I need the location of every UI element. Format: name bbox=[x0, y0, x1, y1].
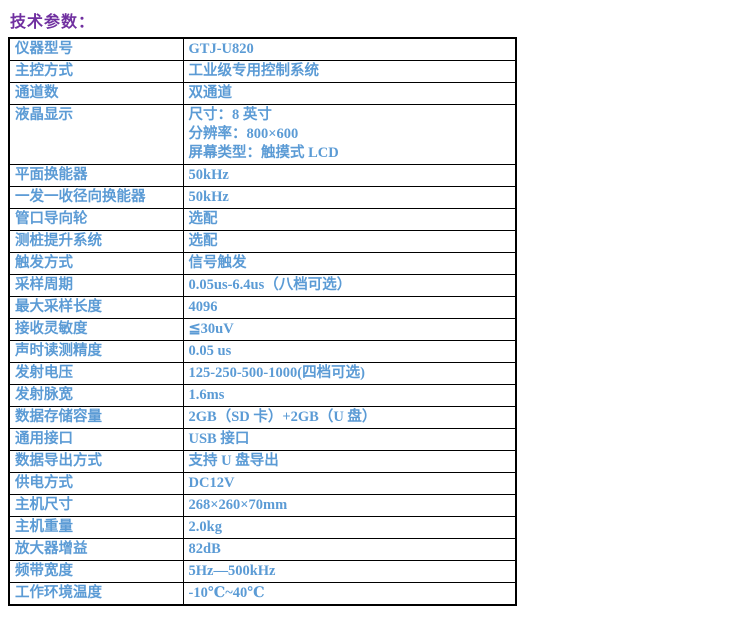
spec-row: 放大器增益 82dB bbox=[8, 538, 517, 561]
spec-value: 50kHz bbox=[182, 186, 517, 209]
spec-value: 125-250-500-1000(四档可选) bbox=[182, 362, 517, 385]
spec-value: GTJ-U820 bbox=[182, 37, 517, 61]
spec-label: 最大采样长度 bbox=[8, 296, 184, 319]
spec-label: 放大器增益 bbox=[8, 538, 184, 561]
spec-row: 仪器型号 GTJ-U820 bbox=[8, 37, 517, 61]
spec-value: 0.05us-6.4us（八档可选） bbox=[182, 274, 517, 297]
spec-label: 测桩提升系统 bbox=[8, 230, 184, 253]
spec-row: 一发一收径向换能器 50kHz bbox=[8, 186, 517, 209]
spec-table-body: 仪器型号 GTJ-U820 主控方式 工业级专用控制系统 通道数 双通道 液晶显… bbox=[8, 37, 517, 606]
spec-row: 主机重量 2.0kg bbox=[8, 516, 517, 539]
spec-label: 采样周期 bbox=[8, 274, 184, 297]
spec-row: 声时读测精度 0.05 us bbox=[8, 340, 517, 363]
spec-value: 50kHz bbox=[182, 164, 517, 187]
spec-row: 工作环境温度 -10℃~40℃ bbox=[8, 582, 517, 606]
spec-value: 选配 bbox=[182, 230, 517, 253]
spec-row: 管口导向轮 选配 bbox=[8, 208, 517, 231]
spec-row: 液晶显示 尺寸：8 英寸 分辨率：800×600 屏幕类型：触摸式 LCD bbox=[8, 104, 517, 165]
spec-value: 2GB（SD 卡）+2GB（U 盘） bbox=[182, 406, 517, 429]
spec-value: 尺寸：8 英寸 分辨率：800×600 屏幕类型：触摸式 LCD bbox=[182, 104, 517, 165]
spec-row: 发射电压 125-250-500-1000(四档可选) bbox=[8, 362, 517, 385]
spec-value: 2.0kg bbox=[182, 516, 517, 539]
spec-value: DC12V bbox=[182, 472, 517, 495]
spec-row: 测桩提升系统 选配 bbox=[8, 230, 517, 253]
spec-label: 主机尺寸 bbox=[8, 494, 184, 517]
spec-value: 信号触发 bbox=[182, 252, 517, 275]
spec-label: 液晶显示 bbox=[8, 104, 184, 165]
spec-value: ≦30uV bbox=[182, 318, 517, 341]
spec-label: 主控方式 bbox=[8, 60, 184, 83]
spec-value: 双通道 bbox=[182, 82, 517, 105]
spec-label: 数据存储容量 bbox=[8, 406, 184, 429]
spec-value: USB 接口 bbox=[182, 428, 517, 451]
spec-row: 数据存储容量 2GB（SD 卡）+2GB（U 盘） bbox=[8, 406, 517, 429]
spec-label: 触发方式 bbox=[8, 252, 184, 275]
spec-value: 4096 bbox=[182, 296, 517, 319]
spec-label: 发射脉宽 bbox=[8, 384, 184, 407]
spec-row: 通用接口 USB 接口 bbox=[8, 428, 517, 451]
spec-value: 工业级专用控制系统 bbox=[182, 60, 517, 83]
spec-row: 数据导出方式 支持 U 盘导出 bbox=[8, 450, 517, 473]
spec-value: 5Hz—500kHz bbox=[182, 560, 517, 583]
spec-value: 支持 U 盘导出 bbox=[182, 450, 517, 473]
spec-value: 268×260×70mm bbox=[182, 494, 517, 517]
spec-row: 频带宽度 5Hz—500kHz bbox=[8, 560, 517, 583]
spec-row: 主机尺寸 268×260×70mm bbox=[8, 494, 517, 517]
spec-row: 供电方式 DC12V bbox=[8, 472, 517, 495]
spec-row: 触发方式 信号触发 bbox=[8, 252, 517, 275]
spec-label: 接收灵敏度 bbox=[8, 318, 184, 341]
spec-table: 仪器型号 GTJ-U820 主控方式 工业级专用控制系统 通道数 双通道 液晶显… bbox=[8, 37, 517, 606]
spec-value: 1.6ms bbox=[182, 384, 517, 407]
spec-label: 工作环境温度 bbox=[8, 582, 184, 606]
spec-label: 声时读测精度 bbox=[8, 340, 184, 363]
spec-label: 数据导出方式 bbox=[8, 450, 184, 473]
spec-value: 选配 bbox=[182, 208, 517, 231]
spec-label: 通道数 bbox=[8, 82, 184, 105]
spec-value: 0.05 us bbox=[182, 340, 517, 363]
spec-row: 通道数 双通道 bbox=[8, 82, 517, 105]
spec-value: -10℃~40℃ bbox=[182, 582, 517, 606]
spec-label: 频带宽度 bbox=[8, 560, 184, 583]
spec-value: 82dB bbox=[182, 538, 517, 561]
spec-label: 发射电压 bbox=[8, 362, 184, 385]
spec-row: 接收灵敏度 ≦30uV bbox=[8, 318, 517, 341]
spec-label: 通用接口 bbox=[8, 428, 184, 451]
spec-label: 仪器型号 bbox=[8, 37, 184, 61]
spec-row: 平面换能器 50kHz bbox=[8, 164, 517, 187]
spec-label: 主机重量 bbox=[8, 516, 184, 539]
spec-row: 采样周期 0.05us-6.4us（八档可选） bbox=[8, 274, 517, 297]
spec-label: 一发一收径向换能器 bbox=[8, 186, 184, 209]
page-title: 技术参数： bbox=[10, 14, 96, 31]
spec-row: 发射脉宽 1.6ms bbox=[8, 384, 517, 407]
spec-label: 平面换能器 bbox=[8, 164, 184, 187]
spec-label: 管口导向轮 bbox=[8, 208, 184, 231]
spec-row: 主控方式 工业级专用控制系统 bbox=[8, 60, 517, 83]
spec-row: 最大采样长度 4096 bbox=[8, 296, 517, 319]
spec-label: 供电方式 bbox=[8, 472, 184, 495]
